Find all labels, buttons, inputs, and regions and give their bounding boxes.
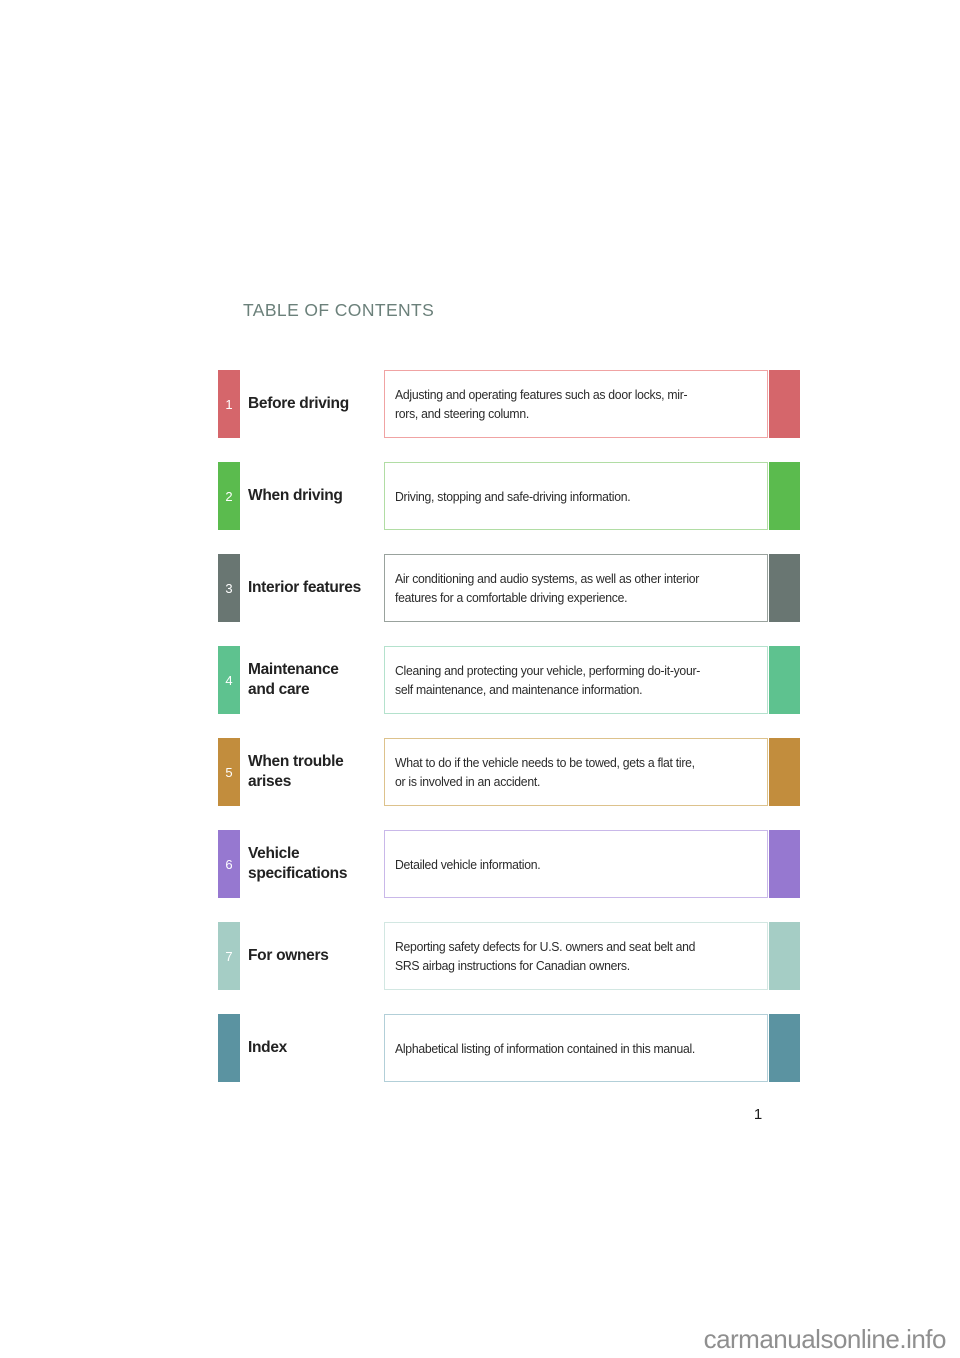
- chapter-title: Before driving: [248, 395, 349, 412]
- chapter-number: 7: [225, 948, 233, 964]
- chapter-number-tab: 4: [218, 646, 240, 714]
- toc-row-interior-features: 3 Interior features Air conditioning and…: [218, 554, 800, 622]
- chapter-title: Index: [248, 1039, 287, 1056]
- chapter-number: 5: [225, 764, 233, 780]
- toc-row-for-owners: 7 For owners Reporting safety defects fo…: [218, 922, 800, 990]
- table-of-contents: 1 Before driving Adjusting and operating…: [218, 370, 800, 1082]
- chapter-color-block: [769, 922, 800, 990]
- chapter-number-tab: 1: [218, 370, 240, 438]
- chapter-description-box: Detailed vehicle information.: [384, 830, 768, 898]
- chapter-description-box: Air conditioning and audio systems, as w…: [384, 554, 768, 622]
- chapter-title: For owners: [248, 947, 329, 964]
- chapter-color-block: [769, 1014, 800, 1082]
- watermark-text: carmanualsonline.info: [703, 1324, 947, 1354]
- toc-row-index: Index Alphabetical listing of informatio…: [218, 1014, 800, 1082]
- chapter-number-tab: [218, 1014, 240, 1082]
- chapter-description-box: Reporting safety defects for U.S. owners…: [384, 922, 768, 990]
- page-title: TABLE OF CONTENTS: [243, 300, 435, 320]
- toc-row-vehicle-specifications: 6 Vehicle specifications Detailed vehicl…: [218, 830, 800, 898]
- chapter-number: 4: [225, 672, 233, 688]
- chapter-description-box: What to do if the vehicle needs to be to…: [384, 738, 768, 806]
- chapter-description-box: Adjusting and operating features such as…: [384, 370, 768, 438]
- chapter-number: 3: [225, 580, 233, 596]
- chapter-title: Vehicle specifications: [248, 845, 348, 882]
- toc-row-when-trouble-arises: 5 When trouble arises What to do if the …: [218, 738, 800, 806]
- toc-row-before-driving: 1 Before driving Adjusting and operating…: [218, 370, 800, 438]
- chapter-description-box: Alphabetical listing of information cont…: [384, 1014, 768, 1082]
- chapter-number-tab: 3: [218, 554, 240, 622]
- chapter-number: 2: [225, 488, 233, 504]
- chapter-title: When driving: [248, 487, 343, 504]
- chapter-number-tab: 5: [218, 738, 240, 806]
- chapter-title: When trouble arises: [248, 753, 344, 790]
- chapter-color-block: [769, 738, 800, 806]
- chapter-number-tab: 2: [218, 462, 240, 530]
- toc-row-maintenance-and-care: 4 Maintenance and care Cleaning and prot…: [218, 646, 800, 714]
- chapter-number-tab: 7: [218, 922, 240, 990]
- chapter-number-tab: 6: [218, 830, 240, 898]
- page-number: 1: [753, 1106, 763, 1123]
- chapter-description-box: Cleaning and protecting your vehicle, pe…: [384, 646, 768, 714]
- chapter-color-block: [769, 370, 800, 438]
- chapter-color-block: [769, 554, 800, 622]
- chapter-color-block: [769, 830, 800, 898]
- toc-row-when-driving: 2 When driving Driving, stopping and saf…: [218, 462, 800, 530]
- chapter-number: 1: [225, 396, 233, 412]
- chapter-color-block: [769, 462, 800, 530]
- chapter-description-box: Driving, stopping and safe-driving infor…: [384, 462, 768, 530]
- chapter-title: Maintenance and care: [248, 661, 339, 698]
- chapter-color-block: [769, 646, 800, 714]
- chapter-number: 6: [225, 856, 233, 872]
- chapter-title: Interior features: [248, 579, 361, 596]
